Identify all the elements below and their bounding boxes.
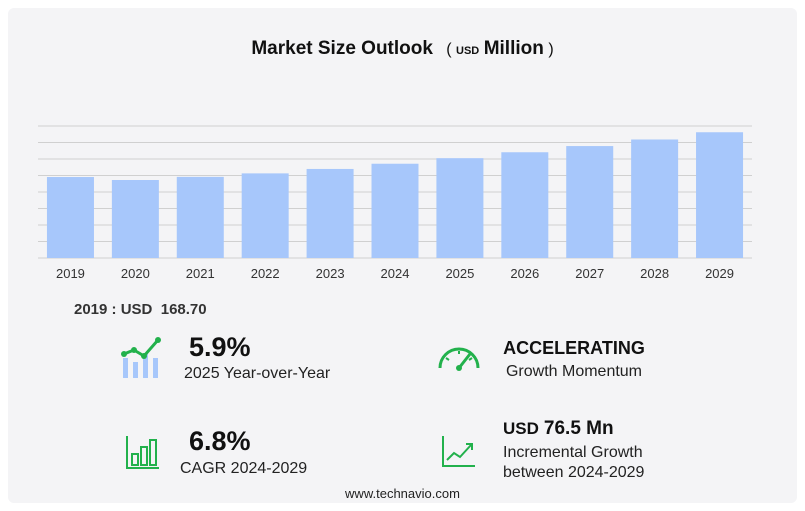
kpi-momentum-value: ACCELERATING [503, 338, 645, 358]
bar-chart-icon [126, 436, 159, 469]
kpi-momentum-label: Growth Momentum [505, 363, 643, 380]
bar-2023 [306, 168, 354, 258]
x-axis-labels: 2019 2020 2021 2022 2023 2024 2025 2026 2027 2028… [56, 266, 734, 281]
x-tick-label: 2024 [381, 266, 410, 281]
kpi-incremental-label-1: Incremental Growth [503, 444, 643, 461]
kpi-incremental-label-2: between 2024-2029 [503, 464, 645, 481]
bar-2025 [436, 158, 484, 258]
x-tick-label: 2023 [316, 266, 345, 281]
kpi-yoy-label: 2025 Year-over-Year [184, 365, 331, 382]
bar-chart: 2019 2020 2021 2022 2023 2024 2025 2026 2027 2028… [38, 125, 752, 281]
x-tick-label: 2029 [705, 266, 734, 281]
x-tick-label: 2019 [56, 266, 85, 281]
footer-site: www.technavio.com [345, 486, 460, 501]
unit-code: USD [456, 45, 480, 57]
bar-2026 [501, 152, 549, 258]
kpi-incremental-value: USD 76.5 Mn [503, 418, 614, 439]
base-value: 2019 : USD 168.70 [74, 301, 207, 318]
bar-2019 [46, 177, 94, 258]
bar-2021 [176, 176, 224, 258]
trend-line-icon [442, 436, 475, 467]
chart-growth-icon [121, 337, 161, 378]
x-tick-label: 2021 [186, 266, 215, 281]
kpi-momentum: ACCELERATING Growth Momentum [494, 338, 654, 381]
kpi-cagr-value: 6.8% [189, 426, 251, 456]
bars [46, 132, 744, 258]
chart-title: Market Size Outlook ( USD Million ) [0, 38, 805, 60]
bar-2022 [241, 173, 289, 258]
unit-word: Million [483, 38, 544, 59]
bar-2024 [371, 163, 419, 258]
title-unit: ( USD Million ) [446, 38, 554, 59]
bar-2020 [111, 180, 159, 258]
speedometer-icon [438, 347, 480, 371]
x-tick-label: 2028 [640, 266, 669, 281]
x-tick-label: 2022 [251, 266, 280, 281]
bar-2028 [631, 139, 679, 258]
bar-2027 [566, 146, 614, 258]
bar-2029 [696, 132, 744, 258]
kpi-yoy-value: 5.9% [189, 332, 251, 362]
kpi-cagr: 6.8% CAGR 2024-2029 [180, 426, 307, 478]
x-tick-label: 2020 [121, 266, 150, 281]
kpi-incremental: USD 76.5 Mn Incremental Growth between 2… [503, 418, 644, 482]
kpi-cagr-label: CAGR 2024-2029 [180, 460, 308, 477]
kpi-yoy: 5.9% 2025 Year-over-Year [184, 332, 330, 383]
x-tick-label: 2027 [575, 266, 604, 281]
x-tick-label: 2026 [510, 266, 539, 281]
x-tick-label: 2025 [445, 266, 474, 281]
title-text: Market Size Outlook [251, 38, 433, 59]
